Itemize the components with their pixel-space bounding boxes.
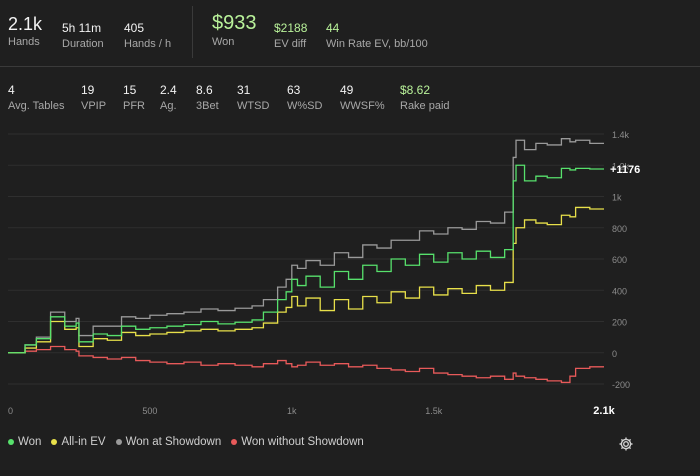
stat-value: 44 — [326, 21, 340, 35]
stat-wsd: 63 W%SD — [287, 82, 322, 112]
y-tick-label: -200 — [612, 380, 630, 390]
stat-label: VPIP — [81, 100, 107, 112]
chart-series — [8, 138, 604, 384]
x-tick-label: 0 — [8, 406, 13, 416]
y-tick-label: 600 — [612, 255, 627, 265]
stat-label: Duration — [62, 38, 104, 50]
y-tick-label: 400 — [612, 286, 627, 296]
x-tick-label: 2.1k — [593, 405, 615, 417]
y-tick-label: 0 — [612, 349, 617, 359]
legend-label: Won — [18, 436, 42, 448]
stat-label: W%SD — [287, 100, 323, 112]
y-tick-label: 1.4k — [612, 130, 630, 140]
stat-value: 63 — [287, 83, 301, 97]
stat-avg-tables: 4 Avg. Tables — [8, 82, 64, 112]
stat-pfr: 15 PFR — [123, 82, 145, 112]
profit-chart[interactable]: -200 0 200 400 600 800 1k 1.2k 1.4k 0 500 1k 1.5k 2.… — [0, 120, 700, 428]
stat-duration: 5h 11m Duration — [62, 20, 104, 50]
stat-wwsf: 49 WWSF% — [340, 82, 385, 112]
stat-label: PFR — [123, 100, 145, 112]
stat-label: 3Bet — [196, 100, 219, 112]
stat-value: 2.1k — [8, 14, 43, 34]
stat-hands: 2.1k Hands — [8, 14, 42, 48]
stat-value: $933 — [212, 12, 257, 34]
stat-rake-paid: $8.62 Rake paid — [400, 82, 450, 112]
y-tick-label: 1k — [612, 193, 622, 203]
legend-item-won-at-showdown[interactable]: Won at Showdown — [115, 436, 222, 448]
stat-hands-per-hour: 405 Hands / h — [124, 20, 171, 50]
y-axis-ticks: -200 0 200 400 600 800 1k 1.2k 1.4k — [612, 130, 630, 390]
stat-value: 5h 11m — [62, 21, 102, 35]
summary-divider — [192, 6, 193, 58]
stat-label: Ag. — [160, 100, 177, 112]
stat-wtsd: 31 WTSD — [237, 82, 269, 112]
stat-value: $2188 — [274, 21, 308, 35]
series-line-all-in-ev — [8, 206, 604, 354]
stat-value: 2.4 — [160, 83, 177, 97]
chart-legend: Won All-in EV Won at Showdown Won withou… — [8, 436, 374, 448]
stat-value: 8.6 — [196, 83, 213, 97]
legend-item-won[interactable]: Won — [8, 436, 41, 448]
stat-label: Won — [212, 36, 235, 48]
stat-label: EV diff — [274, 38, 307, 50]
legend-label: Won at Showdown — [125, 436, 222, 448]
y-tick-label: 200 — [612, 318, 627, 328]
legend-label: All-in EV — [61, 436, 106, 448]
y-tick-label: 800 — [612, 224, 627, 234]
legend-item-allin-ev[interactable]: All-in EV — [51, 436, 106, 448]
stat-label: Avg. Tables — [8, 100, 65, 112]
stat-value: 15 — [123, 83, 137, 97]
stat-label: Win Rate EV, bb/100 — [326, 38, 428, 50]
stat-3bet: 8.6 3Bet — [196, 82, 219, 112]
x-tick-label: 1.5k — [425, 406, 443, 416]
gear-icon[interactable] — [618, 436, 634, 452]
x-tick-label: 500 — [142, 406, 157, 416]
x-tick-label: 1k — [287, 406, 297, 416]
legend-label: Won without Showdown — [241, 436, 364, 448]
stat-value: 49 — [340, 83, 354, 97]
stat-ev-diff: $2188 EV diff — [274, 20, 307, 50]
y-tick-label: 1.2k — [612, 161, 630, 171]
stat-value: 4 — [8, 83, 15, 97]
stat-label: Hands — [8, 36, 40, 48]
stat-value: 19 — [81, 83, 95, 97]
stat-won: $933 Won — [212, 12, 257, 48]
stat-label: Hands / h — [124, 38, 172, 50]
stat-win-rate: 44 Win Rate EV, bb/100 — [326, 20, 428, 50]
legend-dot — [8, 439, 14, 445]
stat-label: WTSD — [237, 100, 270, 112]
legend-dot — [115, 439, 122, 445]
series-line-won — [8, 164, 604, 354]
stat-value: $8.62 — [400, 83, 431, 97]
legend-dot — [231, 439, 238, 445]
series-line-won-without-showdown — [8, 345, 604, 384]
stat-label: WWSF% — [340, 100, 385, 112]
stat-label: Rake paid — [400, 100, 450, 112]
x-axis-ticks: 0 500 1k 1.5k 2.1k — [8, 405, 616, 417]
end-value-label: +1176 — [610, 164, 640, 176]
stat-ag: 2.4 Ag. — [160, 82, 177, 112]
series-line-won-at-showdown — [8, 138, 604, 354]
stat-vpip: 19 VPIP — [81, 82, 106, 112]
header-separator — [0, 66, 700, 67]
stat-value: 405 — [124, 21, 145, 35]
chart-grid — [8, 133, 604, 385]
legend-dot — [51, 439, 58, 445]
stat-value: 31 — [237, 83, 251, 97]
legend-item-won-without-showdown[interactable]: Won without Showdown — [231, 436, 364, 448]
